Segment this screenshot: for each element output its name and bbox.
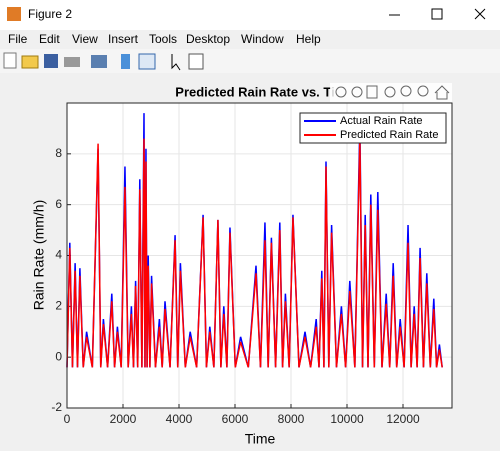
pointer-icon[interactable] [171,54,181,71]
toolbar [0,49,500,73]
datatip-icon[interactable] [351,86,363,98]
x-tick-label: 8000 [278,412,305,426]
home-icon[interactable] [434,85,450,100]
menu-item[interactable]: Desktop [186,32,230,46]
menu-item[interactable]: File [8,32,28,46]
axes-box [66,102,453,409]
menu-item[interactable]: Tools [149,32,177,46]
plot [66,103,452,409]
y-tick-label: 6 [55,197,62,211]
x-tick-label: 12000 [386,412,420,426]
x-tick-label: 6000 [222,412,249,426]
y-tick-label: 0 [55,349,62,363]
brush-icon[interactable] [335,86,347,98]
menu-item[interactable]: View [72,32,98,46]
zoom-out-icon[interactable] [417,85,429,97]
open-icon[interactable] [21,55,39,69]
legend-label: Actual Rain Rate [340,115,423,127]
axes-toolbar [330,83,452,102]
property-icon[interactable] [188,53,204,70]
legend-icon[interactable] [138,53,156,70]
app-icon [7,7,21,21]
y-tick-label: 4 [55,248,62,262]
chart-title: Predicted Rain Rate vs. Ti [175,84,334,99]
y-tick-label: -2 [51,400,62,414]
print-icon[interactable] [64,57,80,67]
menu-item[interactable]: Help [296,32,321,46]
x-tick-label: 2000 [110,412,137,426]
legend-box [299,112,447,144]
menu-item[interactable]: Insert [108,32,139,46]
x-tick-label: 4000 [166,412,193,426]
save-icon[interactable] [44,54,58,68]
pan-icon[interactable] [384,86,396,98]
x-tick-label: 10000 [330,412,364,426]
window-title: Figure 2 [28,7,72,21]
legend-label: Predicted Rain Rate [340,129,438,141]
menu-bar: File Edit View Insert Tools Desktop Window Help [8,32,321,46]
line-series [66,138,443,368]
menu-item[interactable]: Edit [39,32,60,46]
title-bar [0,0,500,30]
maximize-button[interactable] [431,8,443,20]
x-tick-label: 0 [64,412,71,426]
export-icon[interactable] [366,85,378,99]
axes-toolbar-bg [330,83,452,102]
y-tick-label: 8 [55,146,62,160]
y-tick-label: 2 [55,299,62,313]
zoom-in-icon[interactable] [400,85,412,97]
close-button[interactable] [474,8,486,20]
menu-item[interactable]: Window [241,32,284,46]
colorbar-icon[interactable] [121,54,130,69]
x-axis-label: Time [245,431,276,447]
link-icon[interactable] [91,55,107,68]
new-icon[interactable] [3,52,17,69]
y-axis-label: Rain Rate (mm/h) [31,200,47,310]
